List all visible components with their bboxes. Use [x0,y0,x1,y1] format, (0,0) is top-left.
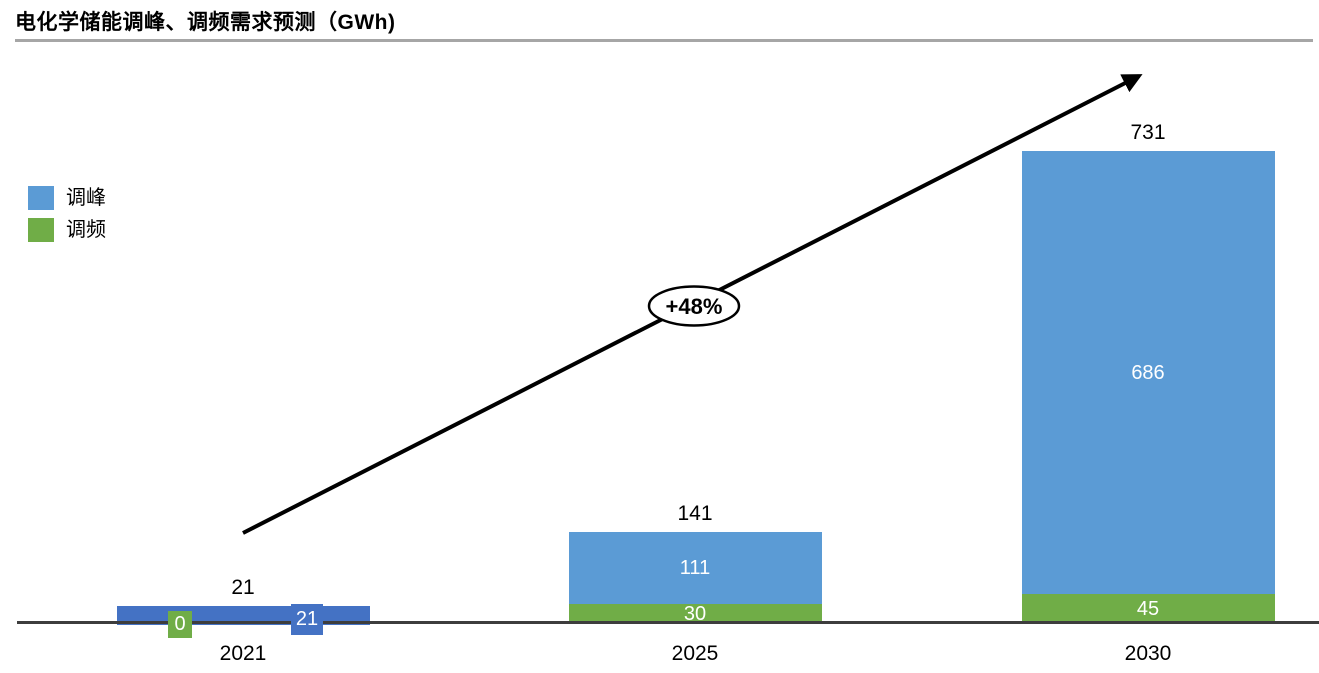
data-label-调峰-2025: 111 [679,557,711,579]
x-tick-label-2030: 2030 [1124,642,1172,665]
bar-segment-调峰-2025 [568,532,822,604]
chart-title: 电化学储能调峰、调频需求预测（GWh) [15,11,396,34]
x-axis-line [17,621,1319,624]
total-label-2021: 21 [231,576,255,599]
total-label-2025: 141 [677,502,713,525]
legend-label-调频: 调频 [66,219,106,241]
legend: 调峰 调频 [28,186,106,250]
data-label-调峰-2030: 686 [1131,361,1165,384]
legend-item-调频: 调频 [28,218,106,242]
data-label-调频-2025: 30 [683,602,707,625]
bar-segment-调频-2030 [1021,594,1275,623]
growth-rate-label: +48% [666,294,723,319]
growth-ellipse [647,285,741,327]
trend-arrow [242,74,1143,535]
legend-swatch-调峰 [28,186,54,210]
legend-label-调峰: 调峰 [66,187,106,209]
x-tick-label-2021: 2021 [219,642,267,665]
title-underline [15,39,1313,42]
bar-segment-调频-2025 [568,604,822,623]
legend-item-调峰: 调峰 [28,186,106,210]
x-tick-label-2025: 2025 [671,642,719,665]
data-label-调频-2030: 45 [1136,597,1160,620]
data-label-调峰-2021: 21 [291,604,323,635]
total-label-2030: 731 [1130,121,1166,144]
legend-swatch-调频 [28,218,54,242]
data-label-调频-2021: 0 [168,611,192,638]
